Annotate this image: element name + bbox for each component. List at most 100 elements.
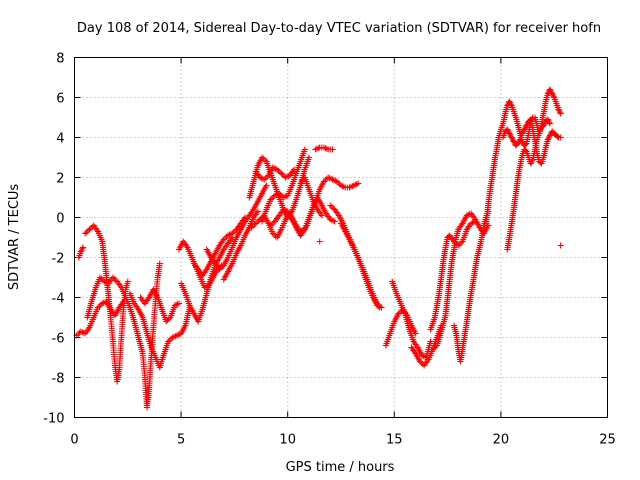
data-point: [522, 125, 529, 132]
x-tick-label: 25: [599, 433, 616, 448]
data-point: [281, 193, 288, 200]
data-point: [316, 238, 323, 245]
data-point: [169, 334, 176, 341]
data-point: [554, 133, 561, 140]
data-point: [322, 177, 329, 184]
data-point: [376, 304, 383, 311]
x-tick-label: 0: [70, 433, 78, 448]
plot-frame: [74, 57, 608, 418]
data-point: [555, 106, 562, 113]
data-point: [556, 109, 563, 116]
y-tick-label: 2: [56, 172, 64, 187]
data-point: [262, 157, 268, 164]
data-point: [322, 145, 329, 152]
data-point: [330, 217, 337, 224]
data-point: [166, 315, 172, 322]
data-point: [395, 310, 402, 317]
data-point: [510, 138, 517, 145]
data-point: [282, 174, 289, 181]
data-point: [468, 220, 475, 227]
data-point: [269, 221, 276, 228]
data-point: [251, 221, 258, 228]
data-point: [541, 121, 548, 128]
y-tick-label: -6: [52, 332, 65, 347]
data-point: [328, 203, 335, 210]
data-point: [255, 217, 262, 224]
data-point: [274, 191, 281, 198]
data-point: [548, 89, 555, 96]
data-point: [171, 302, 178, 309]
data-point: [456, 241, 463, 248]
data-point: [269, 164, 276, 171]
data-point: [329, 176, 336, 183]
data-point: [338, 182, 344, 189]
data-point: [276, 190, 283, 197]
y-tick-label: 8: [56, 52, 64, 67]
data-point: [431, 345, 438, 352]
data-point: [549, 90, 556, 97]
y-tick-label: -10: [43, 412, 64, 427]
data-point: [346, 184, 353, 191]
data-point: [276, 169, 283, 176]
data-point: [315, 145, 322, 152]
x-tick-label: 10: [279, 433, 296, 448]
data-point: [528, 159, 535, 166]
data-point: [281, 207, 288, 214]
data-point: [557, 134, 564, 141]
data-point: [252, 220, 259, 227]
data-point: [271, 165, 278, 172]
data-point: [249, 223, 256, 230]
data-point: [536, 128, 543, 135]
data-point: [156, 260, 163, 267]
data-point: [545, 117, 552, 124]
data-point: [85, 227, 91, 234]
y-tick-label: 0: [56, 212, 64, 227]
data-point: [222, 235, 229, 242]
data-points: [73, 86, 564, 411]
data-point: [226, 231, 233, 238]
data-point: [259, 154, 266, 161]
data-point: [323, 145, 330, 152]
data-point: [550, 93, 557, 100]
data-point: [521, 126, 528, 133]
data-point: [301, 146, 308, 153]
y-axis-label: SDTVAR / TECUs: [7, 184, 22, 291]
data-point: [515, 139, 522, 146]
data-point: [331, 218, 338, 225]
data-point: [109, 274, 116, 281]
data-point: [529, 157, 536, 164]
data-point: [507, 101, 514, 108]
data-point: [77, 248, 84, 255]
data-point: [257, 216, 263, 223]
data-point: [262, 175, 269, 182]
data-point: [463, 212, 470, 219]
data-point: [329, 146, 336, 153]
data-point: [216, 266, 223, 273]
data-point: [269, 230, 276, 237]
x-axis-ticks: 0 5 10 15 20 25: [70, 57, 616, 448]
y-tick-label: 4: [56, 132, 64, 147]
data-point: [516, 137, 523, 144]
data-point: [312, 146, 319, 153]
data-point: [504, 126, 511, 133]
data-point: [416, 358, 423, 365]
data-point: [505, 129, 512, 136]
data-point: [176, 300, 182, 307]
data-point: [80, 244, 86, 251]
data-point: [519, 130, 526, 137]
data-point: [95, 304, 101, 311]
data-point: [171, 333, 177, 340]
data-point: [279, 171, 286, 178]
data-point: [557, 110, 564, 117]
data-point: [509, 135, 516, 142]
data-point: [83, 229, 90, 236]
data-point: [429, 346, 436, 353]
x-axis-label: GPS time / hours: [286, 460, 395, 475]
data-point: [328, 175, 335, 182]
data-point: [86, 226, 93, 233]
data-point: [230, 229, 237, 236]
data-point: [544, 136, 551, 143]
data-point: [349, 183, 356, 190]
data-point: [515, 140, 521, 147]
